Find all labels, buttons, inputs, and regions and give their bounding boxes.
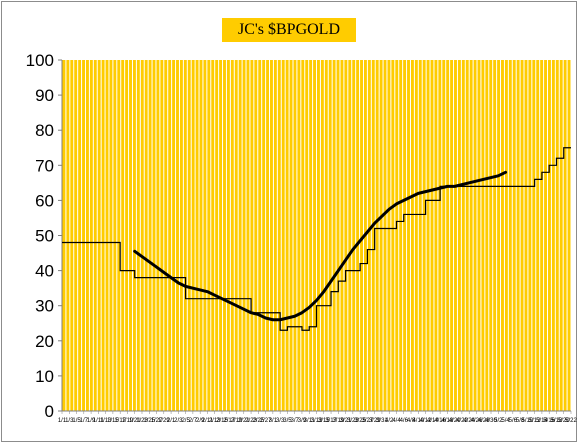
x-tick-label: 2/15 bbox=[216, 418, 228, 424]
x-tick-label: 4/12 bbox=[420, 418, 432, 424]
x-tick-label: 1/21 bbox=[129, 418, 141, 424]
x-tick-label: 4/10 bbox=[412, 418, 424, 424]
x-tick-label: 3/15 bbox=[318, 418, 330, 424]
x-tick-label: 1/9 bbox=[87, 418, 96, 424]
x-tick-label: 1/3 bbox=[65, 418, 74, 424]
y-tick-label: 0 bbox=[45, 402, 54, 421]
x-tick-label: 5/8 bbox=[516, 418, 525, 424]
x-tick-label: 4/18 bbox=[442, 418, 454, 424]
x-tick-label: 1/5 bbox=[72, 418, 81, 424]
x-tick-label: 1/7 bbox=[80, 418, 89, 424]
x-tick-label: 4/20 bbox=[449, 418, 461, 424]
x-tick-label: 3/1 bbox=[269, 418, 278, 424]
x-tick-label: 3/19 bbox=[332, 418, 344, 424]
x-tick-label: 2/11 bbox=[202, 418, 214, 424]
x-tick-label: 2/1 bbox=[167, 418, 176, 424]
x-tick-label: 3/21 bbox=[340, 418, 352, 424]
x-tick-label: 5/14 bbox=[536, 418, 548, 424]
x-tick-label: 3/13 bbox=[311, 418, 323, 424]
x-tick-label: 2/21 bbox=[238, 418, 250, 424]
x-tick-label: 2/25 bbox=[252, 418, 264, 424]
y-tick-label: 80 bbox=[35, 121, 54, 140]
y-tick-label: 10 bbox=[35, 367, 54, 386]
x-tick-label: 1/23 bbox=[136, 418, 148, 424]
x-tick-label: 4/4 bbox=[392, 418, 401, 424]
x-tick-label: 1/25 bbox=[143, 418, 155, 424]
y-tick-label: 50 bbox=[35, 227, 54, 246]
x-tick-label: 4/26 bbox=[471, 418, 483, 424]
x-tick-label: 1/27 bbox=[151, 418, 163, 424]
series-step-line bbox=[62, 147, 571, 331]
y-tick-label: 60 bbox=[35, 191, 54, 210]
x-tick-label: 3/25 bbox=[354, 418, 366, 424]
x-tick-label: 2/9 bbox=[196, 418, 205, 424]
x-tick-label: 4/8 bbox=[407, 418, 416, 424]
x-tick-label: 3/27 bbox=[362, 418, 374, 424]
x-tick-label: 2/23 bbox=[245, 418, 257, 424]
chart-title: JC's $BPGOLD bbox=[222, 18, 356, 42]
x-tick-label: 4/2 bbox=[385, 418, 394, 424]
x-tick-label: 5/2 bbox=[494, 418, 503, 424]
x-tick-label: 4/24 bbox=[463, 418, 475, 424]
x-tick-label: 5/16 bbox=[543, 418, 555, 424]
x-tick-label: 2/13 bbox=[209, 418, 221, 424]
x-tick-label: 3/29 bbox=[369, 418, 381, 424]
x-tick-label: 4/16 bbox=[434, 418, 446, 424]
x-tick-label: 1/19 bbox=[122, 418, 134, 424]
x-tick-label: 4/14 bbox=[427, 418, 439, 424]
series-moving-average-line bbox=[133, 170, 508, 322]
x-tick-label: 3/3 bbox=[276, 418, 285, 424]
x-tick-label: 3/7 bbox=[291, 418, 300, 424]
x-tick-label: 1/11 bbox=[93, 418, 105, 424]
x-tick-label: 4/28 bbox=[478, 418, 490, 424]
y-tick-label: 30 bbox=[35, 297, 54, 316]
x-tick-label: 5/22 bbox=[565, 418, 577, 424]
x-tick-label: 2/3 bbox=[174, 418, 183, 424]
y-tick-label: 40 bbox=[35, 262, 54, 281]
x-tick-label: 3/17 bbox=[325, 418, 337, 424]
y-tick-label: 100 bbox=[26, 51, 54, 70]
y-tick-label: 20 bbox=[35, 332, 54, 351]
x-tick-label: 4/30 bbox=[485, 418, 497, 424]
x-tick-label: 2/17 bbox=[223, 418, 235, 424]
x-tick-label: 2/7 bbox=[189, 418, 198, 424]
x-tick-label: 5/20 bbox=[558, 418, 570, 424]
x-tick-label: 4/22 bbox=[456, 418, 468, 424]
x-tick-label: 2/19 bbox=[231, 418, 243, 424]
y-tick-label: 70 bbox=[35, 156, 54, 175]
x-tick-label: 5/4 bbox=[501, 418, 510, 424]
x-tick-label: 5/18 bbox=[551, 418, 563, 424]
x-tick-label: 3/31 bbox=[376, 418, 388, 424]
y-tick-label: 90 bbox=[35, 86, 54, 105]
x-tick-label: 5/10 bbox=[522, 418, 534, 424]
x-tick-label: 1/13 bbox=[100, 418, 112, 424]
x-tick-label: 1/17 bbox=[114, 418, 126, 424]
x-tick-label: 3/23 bbox=[347, 418, 359, 424]
x-tick-label: 4/6 bbox=[400, 418, 409, 424]
x-tick-label: 2/27 bbox=[260, 418, 272, 424]
x-tick-label: 3/9 bbox=[298, 418, 307, 424]
x-tick-label: 5/6 bbox=[509, 418, 518, 424]
x-tick-label: 2/5 bbox=[181, 418, 190, 424]
x-tick-label: 1/15 bbox=[107, 418, 119, 424]
x-tick-label: 5/12 bbox=[529, 418, 541, 424]
x-tick-label: 3/11 bbox=[304, 418, 316, 424]
x-tick-label: 1/1 bbox=[58, 418, 67, 424]
x-tick-label: 1/29 bbox=[158, 418, 170, 424]
x-tick-label: 3/5 bbox=[283, 418, 292, 424]
